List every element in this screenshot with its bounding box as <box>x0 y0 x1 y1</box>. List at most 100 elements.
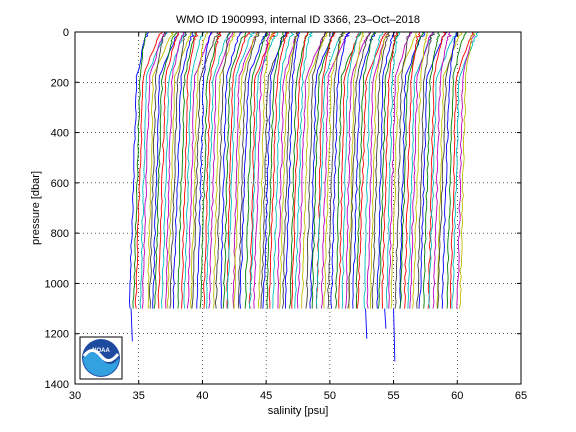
salinity-profile-line <box>311 31 336 309</box>
salinity-profile-line <box>403 31 421 309</box>
salinity-profile-line <box>399 31 425 309</box>
salinity-profile-line <box>423 31 441 309</box>
salinity-profile-line <box>161 31 187 309</box>
salinity-profile-line <box>220 31 243 309</box>
salinity-profile-line <box>394 31 412 309</box>
salinity-profile-line <box>416 31 435 309</box>
x-tick-label: 65 <box>515 390 527 402</box>
salinity-profile-line <box>262 31 286 309</box>
salinity-profile-line <box>399 31 425 309</box>
salinity-profile-line <box>385 31 401 309</box>
salinity-profile-line <box>327 31 344 309</box>
salinity-profile-line <box>376 31 396 309</box>
salinity-profile-line <box>206 31 230 309</box>
salinity-profile-line <box>356 31 387 309</box>
salinity-profile-line <box>203 31 222 309</box>
salinity-profile-line <box>281 31 299 309</box>
profile-outlier-segment <box>365 308 368 339</box>
salinity-profile-line <box>208 31 234 309</box>
noaa-logo: NOAA <box>79 336 123 380</box>
salinity-profile-line <box>233 31 259 309</box>
salinity-profile-line <box>257 31 274 309</box>
salinity-profile-line <box>244 31 269 309</box>
x-tick-label: 45 <box>260 390 272 402</box>
y-tick-label: 200 <box>51 77 69 89</box>
salinity-profile-line <box>409 31 434 309</box>
salinity-profile-line <box>355 31 377 309</box>
salinity-profile-line <box>147 31 175 309</box>
profile-outlier-segment <box>384 308 387 329</box>
salinity-profile-line <box>186 31 213 309</box>
salinity-profile-line <box>134 31 164 309</box>
x-axis-label: salinity [psu] <box>268 405 329 417</box>
x-tick-label: 40 <box>196 390 208 402</box>
salinity-profile-line <box>432 31 453 309</box>
salinity-profile-line <box>369 31 389 309</box>
x-tick-label: 60 <box>451 390 463 402</box>
salinity-profile-line <box>177 31 196 309</box>
salinity-profile-line <box>253 31 270 309</box>
salinity-profile-line <box>153 31 177 309</box>
y-tick-label: 1400 <box>45 379 69 391</box>
logo-gull <box>82 349 120 362</box>
salinity-profile-line <box>172 31 195 309</box>
salinity-profile-line <box>294 31 314 309</box>
salinity-profile-line <box>345 32 370 309</box>
salinity-profile-line <box>266 31 285 309</box>
x-tick-label: 30 <box>69 390 81 402</box>
salinity-profile-line <box>239 31 267 309</box>
salinity-profile-line <box>181 31 199 309</box>
salinity-profile-line <box>237 31 260 309</box>
salinity-profile-line <box>166 31 193 309</box>
salinity-profile-line <box>277 31 299 309</box>
y-tick-label: 600 <box>51 178 69 190</box>
salinity-profile-line <box>291 31 309 309</box>
salinity-profile-line <box>165 31 185 309</box>
salinity-profile-line <box>132 31 147 309</box>
salinity-profile-line <box>390 31 418 309</box>
salinity-profile-line <box>249 31 279 309</box>
salinity-profile-line <box>268 31 290 309</box>
y-tick-label: 0 <box>63 27 69 39</box>
salinity-profile-line <box>428 31 457 309</box>
plot-area <box>75 32 521 384</box>
salinity-profile-line <box>451 31 479 309</box>
salinity-profile-line <box>141 31 167 309</box>
salinity-profile-line <box>441 31 458 309</box>
salinity-profile-line <box>190 31 209 309</box>
salinity-profile-line <box>338 31 360 309</box>
salinity-profile-line <box>199 31 222 309</box>
salinity-profile-line <box>412 31 428 309</box>
salinity-profile-line <box>341 31 360 309</box>
salinity-profile-line <box>196 31 213 309</box>
salinity-profile-line <box>449 31 474 309</box>
salinity-profile-line <box>305 31 327 309</box>
salinity-profile-line <box>458 31 476 309</box>
salinity-profile-line <box>191 31 220 309</box>
salinity-profile-line <box>330 31 350 309</box>
y-tick-label: 1000 <box>45 278 69 290</box>
salinity-profile-line <box>272 31 295 309</box>
salinity-profile-line <box>388 31 412 309</box>
x-tick-label: 35 <box>133 390 145 402</box>
salinity-profile-line <box>157 31 180 309</box>
salinity-profile-line <box>323 31 346 309</box>
salinity-profile-line <box>371 31 391 309</box>
salinity-profile-line <box>212 31 236 309</box>
salinity-profile-line <box>222 31 247 309</box>
salinity-profile-line <box>227 31 255 309</box>
salinity-profile-line <box>297 31 327 309</box>
salinity-profile-line <box>381 31 399 309</box>
salinity-profile-line <box>320 31 351 309</box>
salinity-profile-line <box>436 31 463 309</box>
logo-text: NOAA <box>92 348 110 354</box>
x-tick-label: 55 <box>387 390 399 402</box>
salinity-profile-line <box>446 31 467 309</box>
axis-ticks: 30 35 40 45 50 55 60 65 0 200 400 600 800 1000 1200 140… <box>45 27 528 402</box>
profile-outlier-segment <box>393 308 396 362</box>
logo-wave <box>83 352 119 376</box>
salinity-profiles <box>129 31 479 362</box>
salinity-profile-line <box>378 31 400 309</box>
y-tick-label: 1200 <box>45 329 69 341</box>
